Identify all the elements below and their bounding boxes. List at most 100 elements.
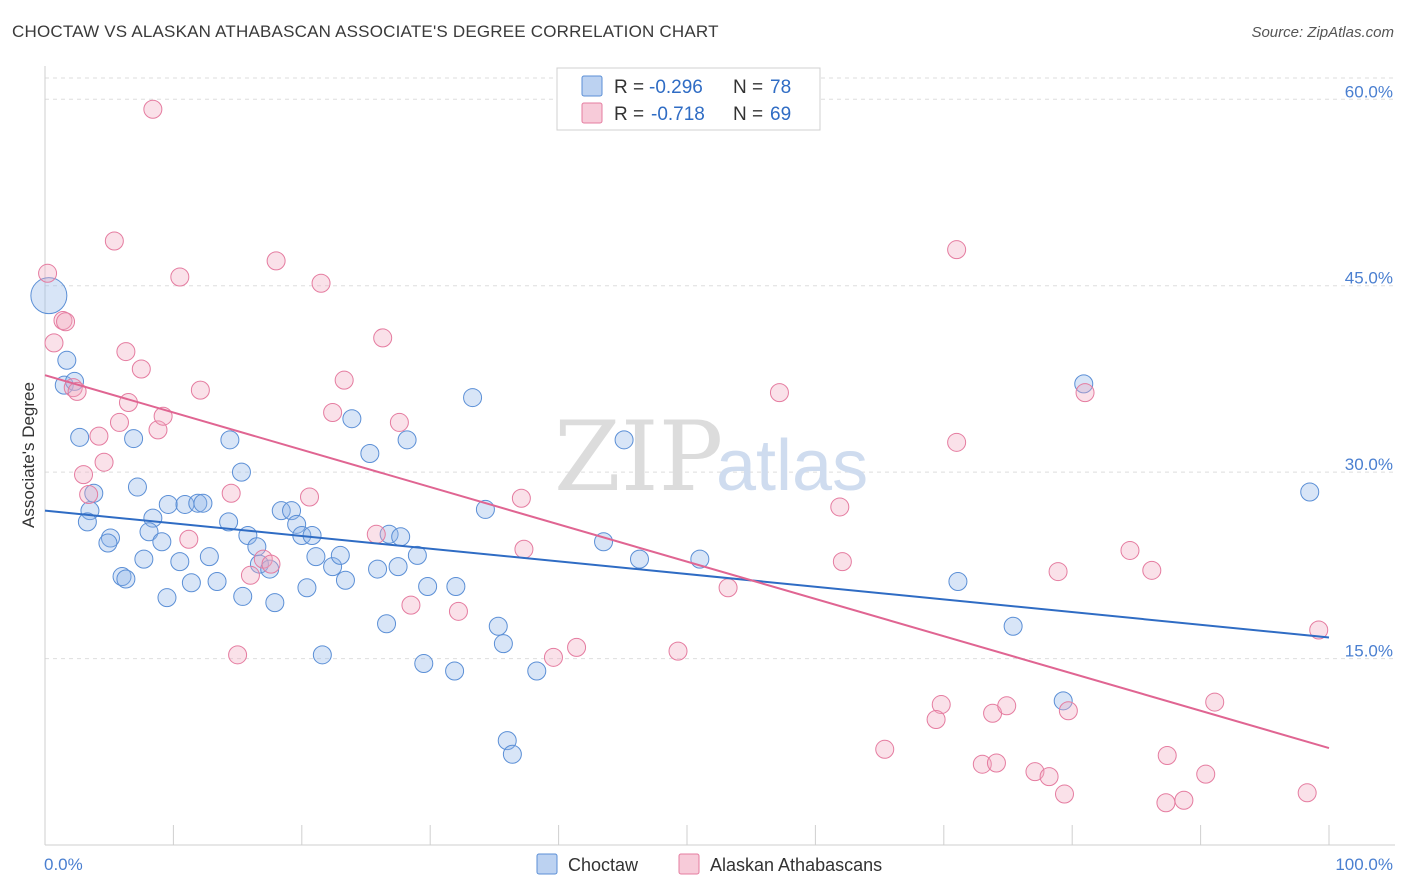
chart-title: CHOCTAW VS ALASKAN ATHABASCAN ASSOCIATE'… <box>12 22 719 41</box>
bottom-legend-label-alaskan-athabascans: Alaskan Athabascans <box>710 855 882 875</box>
point-1-6 <box>74 465 94 485</box>
point-0-46 <box>335 570 355 590</box>
point-1-45 <box>875 739 895 759</box>
legend-n-label-alaskan-athabascans: N = <box>733 104 763 125</box>
point-0-0 <box>30 277 68 315</box>
axes: 0.0% 100.0% <box>44 66 1395 874</box>
legend-r-value-alaskan-athabascans: -0.718 <box>651 104 705 125</box>
point-1-31 <box>366 524 386 544</box>
point-1-22 <box>228 645 248 665</box>
point-0-53 <box>397 430 417 450</box>
point-0-58 <box>463 388 483 408</box>
bottom-legend-swatch-choctaw <box>536 853 558 875</box>
point-1-59 <box>1075 383 1095 403</box>
point-1-34 <box>401 595 421 615</box>
legend-box: R = -0.296 N = 78 R = -0.718 N = 69 <box>556 67 821 131</box>
point-0-51 <box>391 527 411 547</box>
legend-n-value-alaskan-athabascans: 69 <box>770 104 791 125</box>
legend-r-label-choctaw: R = <box>614 77 644 98</box>
point-1-35 <box>448 601 468 621</box>
point-0-74 <box>1053 691 1073 711</box>
point-1-49 <box>947 432 967 452</box>
point-0-29 <box>219 512 239 532</box>
point-1-15 <box>143 99 163 119</box>
point-1-36 <box>511 488 531 508</box>
point-1-19 <box>179 529 199 549</box>
point-1-46 <box>931 695 951 715</box>
point-0-56 <box>418 576 438 596</box>
point-0-43 <box>312 645 332 665</box>
point-0-18 <box>158 494 178 514</box>
point-0-7 <box>77 512 97 532</box>
trend-layer <box>44 374 1330 750</box>
point-1-3 <box>56 312 76 332</box>
point-0-34 <box>233 586 253 606</box>
watermark-atlas: atlas <box>716 426 868 506</box>
y-tick-label-2: 45.0% <box>1345 269 1393 288</box>
point-0-42 <box>297 578 317 598</box>
point-1-29 <box>323 402 343 422</box>
point-0-75 <box>1300 482 1320 502</box>
point-1-18 <box>170 267 190 287</box>
point-1-54 <box>1025 762 1045 782</box>
point-0-27 <box>220 430 240 450</box>
x-tick-label-1: 100.0% <box>1335 855 1393 874</box>
point-1-21 <box>221 483 241 503</box>
point-1-62 <box>1157 746 1177 766</box>
point-1-11 <box>109 412 129 432</box>
point-0-24 <box>181 573 201 593</box>
point-1-39 <box>567 637 587 657</box>
legend-n-value-choctaw: 78 <box>770 77 791 98</box>
point-1-57 <box>1054 784 1074 804</box>
point-0-72 <box>1003 616 1023 636</box>
bottom-legend-label-choctaw: Choctaw <box>568 855 639 875</box>
point-1-67 <box>1297 783 1317 803</box>
point-0-36 <box>271 501 291 521</box>
point-0-15 <box>134 549 154 569</box>
y-axis-label: Associate's Degree <box>19 382 38 528</box>
point-1-60 <box>1120 540 1140 560</box>
point-1-12 <box>116 342 136 362</box>
point-0-68 <box>614 430 634 450</box>
point-0-1 <box>57 350 77 370</box>
point-0-48 <box>360 444 380 463</box>
point-0-25 <box>157 588 177 608</box>
source-credit: Source: ZipAtlas.com <box>1251 24 1394 41</box>
point-1-43 <box>830 497 850 517</box>
point-1-63 <box>1156 793 1176 813</box>
point-0-55 <box>414 654 434 674</box>
point-0-66 <box>527 661 547 681</box>
point-0-21 <box>193 493 213 513</box>
point-1-7 <box>79 485 99 505</box>
point-1-41 <box>718 578 738 598</box>
point-0-23 <box>199 547 219 567</box>
point-1-68 <box>1309 620 1329 640</box>
point-0-4 <box>70 427 90 447</box>
trend-line-0 <box>44 509 1330 639</box>
point-1-48 <box>947 240 967 260</box>
legend-r-label-alaskan-athabascans: R = <box>614 104 644 125</box>
point-1-1 <box>44 333 64 353</box>
point-1-40 <box>668 641 688 661</box>
point-1-47 <box>926 709 946 729</box>
point-0-8 <box>100 528 120 548</box>
point-1-27 <box>300 487 320 507</box>
point-1-44 <box>832 552 852 572</box>
point-1-50 <box>972 754 992 774</box>
y-tick-label-0: 15.0% <box>1345 642 1393 661</box>
legend-n-label-choctaw: N = <box>733 77 763 98</box>
series-0-points <box>30 277 1320 764</box>
point-0-52 <box>388 557 408 577</box>
watermark: ZIP atlas <box>554 401 868 513</box>
point-0-22 <box>170 552 190 572</box>
point-1-32 <box>373 328 393 348</box>
point-1-23 <box>240 565 260 585</box>
point-0-63 <box>493 634 513 654</box>
point-0-44 <box>323 557 343 577</box>
point-0-54 <box>407 545 427 565</box>
y-tick-label-3: 60.0% <box>1345 82 1393 101</box>
point-1-65 <box>1196 764 1216 784</box>
point-1-0 <box>38 263 58 283</box>
point-1-53 <box>997 696 1017 716</box>
point-1-9 <box>94 452 114 472</box>
